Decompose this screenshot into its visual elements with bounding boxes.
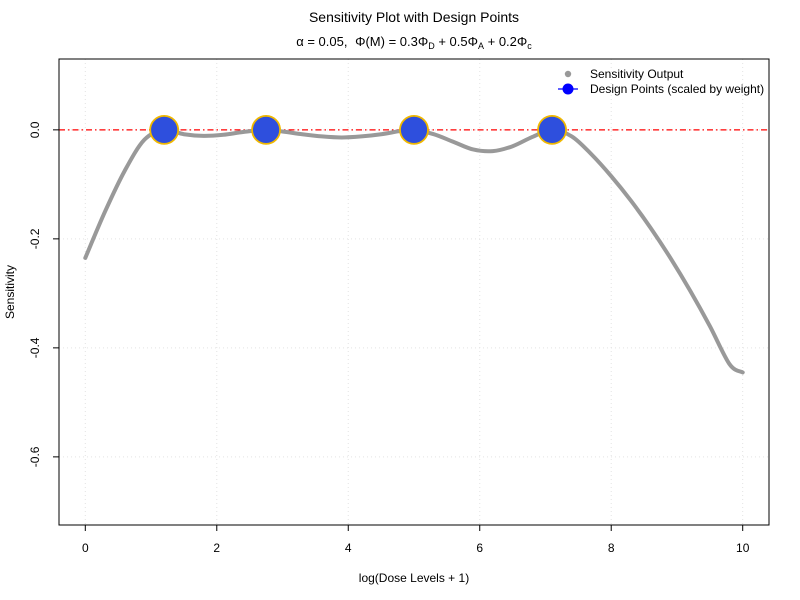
legend-design-label: Design Points (scaled by weight)	[590, 82, 764, 96]
x-tick-label: 8	[608, 541, 615, 555]
x-tick-label: 10	[736, 541, 750, 555]
subtitle-plus-1: + 0.5Φ	[435, 34, 478, 49]
subtitle-plus-2: + 0.2Φ	[484, 34, 527, 49]
legend-sensitivity-label: Sensitivity Output	[590, 67, 684, 81]
x-tick-label: 2	[213, 541, 220, 555]
subtitle-sub-c: c	[527, 41, 532, 51]
series-line-group	[83, 127, 745, 375]
x-axis-label: log(Dose Levels + 1)	[359, 571, 469, 585]
design-point	[399, 114, 429, 145]
y-axis-label: Sensitivity	[3, 265, 17, 319]
legend: Sensitivity Output Design Points (scaled…	[558, 67, 764, 96]
chart-title: Sensitivity Plot with Design Points	[309, 9, 519, 25]
x-tick-label: 0	[82, 541, 89, 555]
legend-sensitivity-marker	[564, 70, 572, 78]
subtitle-alpha: α = 0.05,	[296, 34, 347, 49]
x-tick-label: 6	[476, 541, 483, 555]
y-tick-label: -0.6	[28, 446, 42, 467]
axes-group: 0 2 4 6 8 10 0.0 -0.2 -0.4 -0.6	[28, 121, 750, 555]
y-tick-label: -0.2	[28, 228, 42, 249]
y-tick-label: 0.0	[28, 121, 42, 138]
sensitivity-curve	[83, 127, 745, 375]
design-point	[251, 114, 281, 145]
subtitle-sub-a: A	[478, 41, 484, 51]
x-tick-label: 4	[345, 541, 352, 555]
legend-design-marker	[562, 83, 574, 95]
design-point	[149, 114, 180, 145]
subtitle-sub-d: D	[428, 41, 435, 51]
y-tick-label: -0.4	[28, 337, 42, 358]
subtitle-phi-m: Φ(M) = 0.3Φ	[355, 34, 428, 49]
design-points-group	[149, 114, 567, 145]
chart-subtitle: α = 0.05, Φ(M) = 0.3ΦD + 0.5ΦA + 0.2Φc	[296, 34, 532, 51]
grid-lines	[59, 59, 769, 525]
design-point	[537, 114, 567, 145]
